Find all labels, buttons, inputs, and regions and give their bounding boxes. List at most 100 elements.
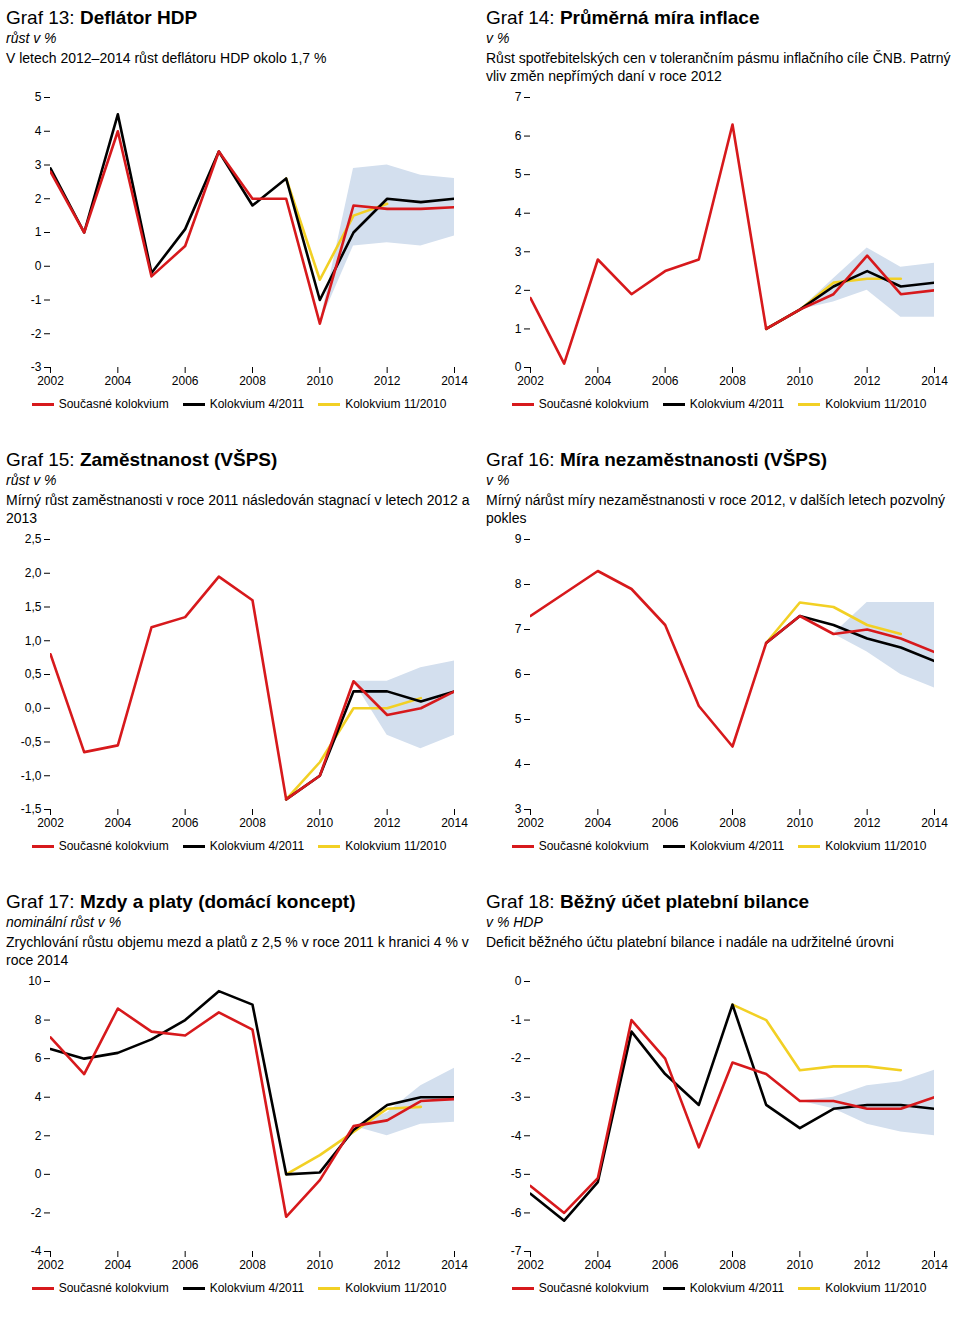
- svg-text:9: 9: [515, 532, 522, 546]
- svg-text:4: 4: [515, 206, 522, 220]
- svg-text:1: 1: [35, 225, 42, 239]
- svg-text:2004: 2004: [584, 1258, 611, 1272]
- svg-text:6: 6: [515, 667, 522, 681]
- svg-text:2,0: 2,0: [25, 566, 42, 580]
- svg-text:-2: -2: [31, 327, 42, 341]
- svg-text:8: 8: [35, 1013, 42, 1027]
- svg-text:2006: 2006: [172, 816, 199, 830]
- svg-text:2004: 2004: [584, 374, 611, 388]
- svg-text:2010: 2010: [306, 1258, 333, 1272]
- svg-text:2002: 2002: [37, 374, 64, 388]
- svg-text:2: 2: [35, 1129, 42, 1143]
- svg-text:2: 2: [515, 283, 522, 297]
- svg-text:-1: -1: [31, 293, 42, 307]
- svg-text:2004: 2004: [104, 1258, 131, 1272]
- svg-text:2006: 2006: [652, 1258, 679, 1272]
- svg-text:4: 4: [35, 1090, 42, 1104]
- svg-text:-2: -2: [31, 1206, 42, 1220]
- svg-text:2002: 2002: [517, 374, 544, 388]
- svg-text:7: 7: [515, 622, 522, 636]
- svg-text:-3: -3: [511, 1090, 522, 1104]
- svg-text:2014: 2014: [921, 1258, 948, 1272]
- svg-text:-4: -4: [31, 1244, 42, 1258]
- svg-text:2012: 2012: [854, 816, 881, 830]
- svg-text:2012: 2012: [374, 374, 401, 388]
- svg-text:2: 2: [35, 192, 42, 206]
- svg-text:4: 4: [515, 757, 522, 771]
- svg-text:2014: 2014: [921, 374, 948, 388]
- svg-text:2014: 2014: [921, 816, 948, 830]
- svg-text:1,0: 1,0: [25, 634, 42, 648]
- html-text:Graf 16: Míra nezaměstnanosti: Graf 16: Míra nezaměstnanosti (VŠPS): [486, 449, 827, 470]
- svg-text:2008: 2008: [719, 816, 746, 830]
- svg-text:2008: 2008: [719, 374, 746, 388]
- html-text:Graf 14: Průměrná míra inflace: Graf 14: Průměrná míra inflace: [486, 7, 760, 28]
- svg-text:6: 6: [35, 1051, 42, 1065]
- svg-text:2012: 2012: [854, 374, 881, 388]
- svg-text:2004: 2004: [104, 816, 131, 830]
- svg-text:1: 1: [515, 322, 522, 336]
- svg-text:2008: 2008: [239, 1258, 266, 1272]
- svg-text:2002: 2002: [517, 1258, 544, 1272]
- svg-text:2014: 2014: [441, 374, 468, 388]
- svg-text:2,5: 2,5: [25, 532, 42, 546]
- svg-text:1,5: 1,5: [25, 600, 42, 614]
- svg-text:-1: -1: [511, 1013, 522, 1027]
- svg-text:-1,0: -1,0: [21, 769, 42, 783]
- svg-text:-1,5: -1,5: [21, 802, 42, 816]
- svg-text:-2: -2: [511, 1051, 522, 1065]
- svg-text:2008: 2008: [239, 374, 266, 388]
- svg-text:4: 4: [35, 124, 42, 138]
- svg-text:2010: 2010: [786, 374, 813, 388]
- svg-text:2006: 2006: [172, 1258, 199, 1272]
- svg-text:2002: 2002: [37, 816, 64, 830]
- svg-text:0: 0: [35, 1167, 42, 1181]
- svg-text:0: 0: [35, 259, 42, 273]
- svg-text:7: 7: [515, 90, 522, 104]
- svg-text:0: 0: [515, 974, 522, 988]
- svg-text:0,5: 0,5: [25, 667, 42, 681]
- svg-text:2012: 2012: [374, 1258, 401, 1272]
- svg-text:-6: -6: [511, 1206, 522, 1220]
- html-text:Graf 15: Zaměstnanost (VŠPS): Graf 15: Zaměstnanost (VŠPS): [6, 449, 278, 470]
- svg-text:2012: 2012: [854, 1258, 881, 1272]
- svg-text:2002: 2002: [37, 1258, 64, 1272]
- svg-text:2006: 2006: [172, 374, 199, 388]
- svg-text:2008: 2008: [719, 1258, 746, 1272]
- svg-text:2002: 2002: [517, 816, 544, 830]
- html-text:Graf 13: Deflátor HDP: Graf 13: Deflátor HDP: [6, 7, 198, 28]
- svg-text:5: 5: [515, 167, 522, 181]
- svg-text:2014: 2014: [441, 1258, 468, 1272]
- svg-text:5: 5: [515, 712, 522, 726]
- html-text:Mírný růst zaměstnanosti v roc: Mírný růst zaměstnanosti v roce 2011 nás…: [6, 492, 470, 526]
- svg-text:-4: -4: [511, 1129, 522, 1143]
- svg-text:2010: 2010: [786, 816, 813, 830]
- svg-text:0,0: 0,0: [25, 701, 42, 715]
- svg-text:10: 10: [28, 974, 42, 988]
- svg-text:2006: 2006: [652, 816, 679, 830]
- svg-text:-7: -7: [511, 1244, 522, 1258]
- svg-text:2010: 2010: [306, 374, 333, 388]
- svg-text:2004: 2004: [104, 374, 131, 388]
- svg-text:-0,5: -0,5: [21, 735, 42, 749]
- svg-text:2014: 2014: [441, 816, 468, 830]
- svg-text:2010: 2010: [306, 816, 333, 830]
- svg-text:2010: 2010: [786, 1258, 813, 1272]
- svg-text:2004: 2004: [584, 816, 611, 830]
- svg-text:3: 3: [35, 158, 42, 172]
- svg-text:2012: 2012: [374, 816, 401, 830]
- svg-text:5: 5: [35, 90, 42, 104]
- svg-text:-3: -3: [31, 360, 42, 374]
- svg-text:8: 8: [515, 577, 522, 591]
- html-text:Mírný nárůst míry nezaměstnano: Mírný nárůst míry nezaměstnanosti v roce…: [486, 492, 946, 526]
- svg-text:2008: 2008: [239, 816, 266, 830]
- svg-text:3: 3: [515, 802, 522, 816]
- svg-text:-5: -5: [511, 1167, 522, 1181]
- svg-text:0: 0: [515, 360, 522, 374]
- html-text:Zrychlování růstu objemu mezd: Zrychlování růstu objemu mezd a platů z …: [6, 934, 469, 968]
- svg-text:6: 6: [515, 129, 522, 143]
- svg-text:3: 3: [515, 245, 522, 259]
- svg-text:2006: 2006: [652, 374, 679, 388]
- html-text:Růst spotřebitelských cen v to: Růst spotřebitelských cen v tolerančním …: [486, 50, 951, 84]
- html-text:Graf 17: Mzdy a platy (domácí: Graf 17: Mzdy a platy (domácí koncept): [6, 891, 356, 912]
